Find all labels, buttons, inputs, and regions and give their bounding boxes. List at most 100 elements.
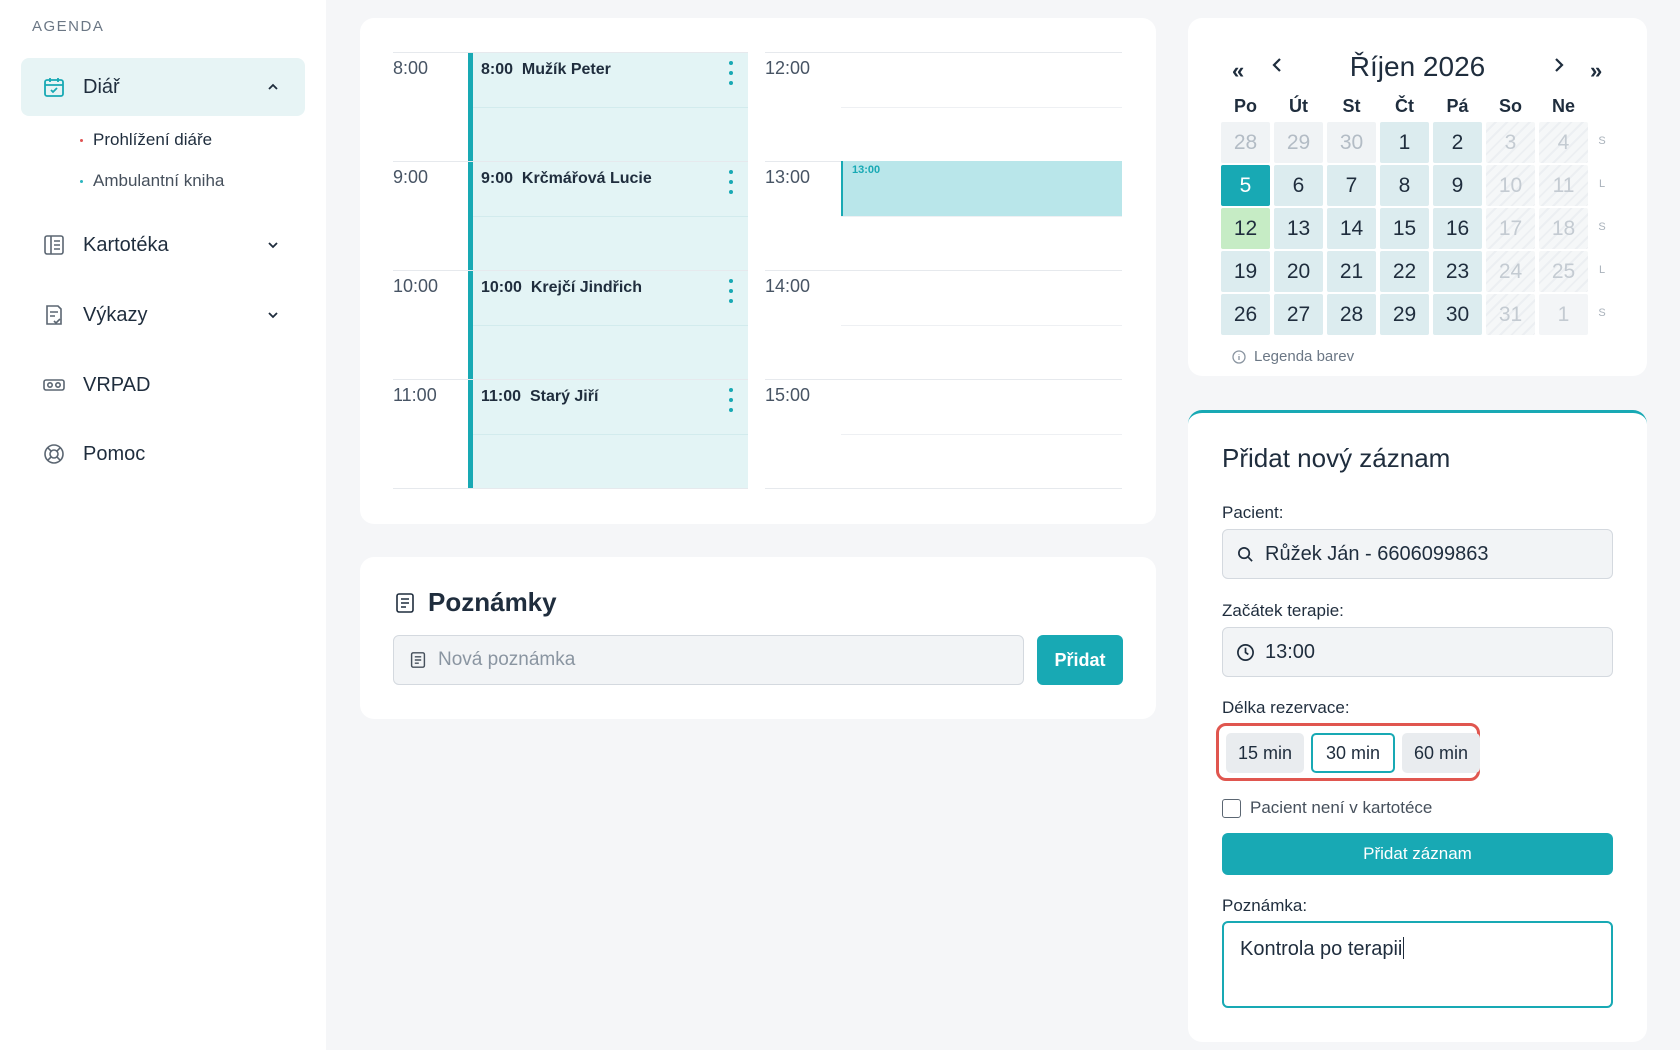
calendar-day[interactable]: 20 [1274,251,1323,292]
clock-icon [1235,642,1255,662]
chevron-up-icon[interactable] [263,77,283,97]
calendar-day[interactable]: 22 [1380,251,1429,292]
calendar-day[interactable]: 26 [1221,294,1270,335]
calendar-day[interactable]: 23 [1433,251,1482,292]
appointment-card[interactable]: 11:00 Starý Jiří [468,380,748,488]
calendar-day[interactable]: 14 [1327,208,1376,249]
sidebar-subitem-prohlizeni-diare[interactable]: Prohlížení diáře [80,130,212,150]
appointment-patient: Krejčí Jindřich [530,279,642,296]
weekday-header: Út [1289,96,1308,116]
add-note-button[interactable]: Přidat [1037,635,1123,685]
chevron-down-icon[interactable] [263,235,283,255]
duration-label: Délka rezervace: [1222,698,1350,717]
next-year-button[interactable]: » [1590,58,1603,83]
calendar-day[interactable]: 15 [1380,208,1429,249]
calendar-day[interactable]: 18 [1539,208,1588,249]
calendar-day[interactable]: 30 [1327,122,1376,163]
hour-line [765,270,1122,271]
note-value: Kontrola po terapii [1240,938,1403,960]
sidebar-item-vykazy[interactable]: Výkazy [21,286,305,344]
calendar-day[interactable]: 16 [1433,208,1482,249]
report-icon [41,302,67,328]
more-options-icon[interactable] [726,279,736,303]
calendar-day[interactable]: 3 [1486,122,1535,163]
next-month-button[interactable] [1552,54,1566,80]
sidebar-subitem-ambulantni-kniha[interactable]: Ambulantní kniha [80,171,224,191]
lifebuoy-icon [41,441,67,467]
chevron-down-icon[interactable] [263,305,283,325]
note-textarea[interactable]: Kontrola po terapii [1222,921,1613,1008]
hour-line [393,488,748,489]
checkbox-box[interactable] [1222,798,1241,818]
color-legend-link[interactable]: Legenda barev [1232,348,1354,365]
new-note-input[interactable]: Nová poznámka [393,635,1024,685]
calendar-day[interactable]: 9 [1433,165,1482,206]
hour-label: 10:00 [393,276,439,296]
calendar-day[interactable]: 13 [1274,208,1323,249]
calendar-day[interactable]: 4 [1539,122,1588,163]
hour-label: 13:00 [765,167,811,187]
selected-time-slot[interactable]: 13:00 [841,161,1122,216]
mini-calendar: « Říjen 2026 » Po Út St Čt Pá So Ne 28 29 30 1 2 3 4 S… [1188,18,1647,376]
hour-line [765,488,1122,489]
calendar-day[interactable]: 1 [1380,122,1429,163]
half-hour-line [473,216,748,217]
calendar-day[interactable]: 5 [1221,165,1270,206]
chevron-left-icon [1272,58,1281,72]
duration-60-button[interactable]: 60 min [1402,733,1480,773]
calendar-day[interactable]: 7 [1327,165,1376,206]
calendar-day[interactable]: 12 [1221,208,1270,249]
calendar-day[interactable]: 29 [1274,122,1323,163]
calendar-day[interactable]: 27 [1274,294,1323,335]
sidebar-item-label: Pomoc [83,442,146,465]
chevron-right-icon [1555,58,1564,72]
more-options-icon[interactable] [726,170,736,194]
calendar-day[interactable]: 10 [1486,165,1535,206]
hour-line [393,52,748,53]
calendar-day[interactable]: 2 [1433,122,1482,163]
duration-15-button[interactable]: 15 min [1226,733,1304,773]
notes-title: Poznámky [394,587,557,618]
text-caret [1403,937,1405,959]
calendar-day[interactable]: 28 [1221,122,1270,163]
calendar-day[interactable]: 8 [1380,165,1429,206]
appointment-card[interactable]: 9:00 Krčmářová Lucie [468,162,748,270]
hour-label: 9:00 [393,167,429,187]
calendar-day[interactable]: 29 [1380,294,1429,335]
appointment-time: 9:00 [481,170,514,187]
previous-year-button[interactable]: « [1232,58,1245,83]
weekday-header: Ne [1551,96,1575,116]
calendar-day[interactable]: 6 [1274,165,1323,206]
calendar-day[interactable]: 30 [1433,294,1482,335]
sidebar-item-diar[interactable]: Diář [21,58,305,116]
previous-month-button[interactable] [1270,54,1284,80]
appointment-card[interactable]: 10:00 Krejčí Jindřich [468,271,748,379]
calendar-day[interactable]: 25 [1539,251,1588,292]
calendar-day[interactable]: 11 [1539,165,1588,206]
more-options-icon[interactable] [726,61,736,85]
appointment-time: 11:00 [481,388,522,405]
calendar-day[interactable]: 21 [1327,251,1376,292]
start-time-input[interactable]: 13:00 [1222,627,1613,677]
week-parity-letter: S [1598,307,1606,319]
duration-30-button[interactable]: 30 min [1311,733,1395,773]
sidebar-item-vrpad[interactable]: VRPAD [21,356,305,414]
calendar-day[interactable]: 31 [1486,294,1535,335]
hour-label: 14:00 [765,276,811,296]
appointment-text: 11:00 Starý Jiří [481,388,598,406]
more-options-icon[interactable] [726,388,736,412]
note-icon [394,592,416,614]
not-in-register-checkbox[interactable]: Pacient není v kartotéce [1222,798,1432,818]
appointment-text: 8:00 Mužík Peter [481,61,611,79]
patient-search-input[interactable]: Růžek Ján - 6606099863 [1222,529,1613,579]
calendar-day[interactable]: 24 [1486,251,1535,292]
half-hour-line [841,216,1122,217]
sidebar-item-pomoc[interactable]: Pomoc [21,425,305,483]
calendar-day[interactable]: 28 [1327,294,1376,335]
appointment-card[interactable]: 8:00 Mužík Peter [468,53,748,161]
sidebar-item-kartoteka[interactable]: Kartotéka [21,216,305,274]
calendar-day[interactable]: 19 [1221,251,1270,292]
calendar-day[interactable]: 17 [1486,208,1535,249]
add-record-button[interactable]: Přidat záznam [1222,833,1613,875]
calendar-day[interactable]: 1 [1539,294,1588,335]
